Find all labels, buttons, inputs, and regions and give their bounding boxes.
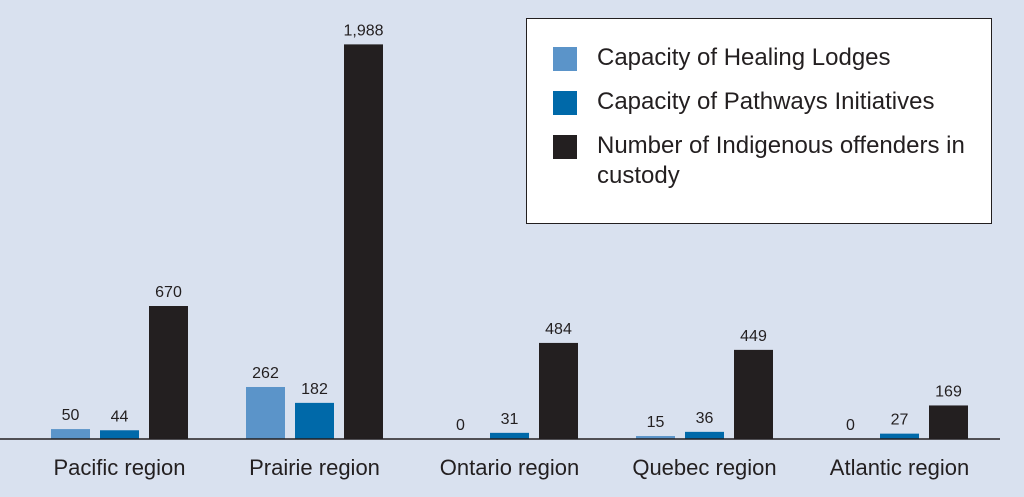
legend: Capacity of Healing Lodges Capacity of P…	[526, 18, 992, 224]
data-label-pacific-region-number-of-indigenous-offenders-in-custody: 670	[155, 284, 182, 301]
bar-atlantic-region-number-of-indigenous-offenders-in-custody	[929, 405, 968, 439]
x-tick-label-pacific-region: Pacific region	[53, 455, 185, 480]
data-label-pacific-region-capacity-of-pathways-initiatives: 44	[111, 408, 129, 425]
data-label-ontario-region-capacity-of-healing-lodges: 0	[456, 417, 465, 434]
data-label-atlantic-region-capacity-of-pathways-initiatives: 27	[891, 412, 909, 429]
bar-ontario-region-capacity-of-pathways-initiatives	[490, 432, 529, 439]
data-label-quebec-region-capacity-of-pathways-initiatives: 36	[696, 410, 714, 427]
bar-prairie-region-capacity-of-pathways-initiatives	[295, 402, 334, 439]
data-label-prairie-region-capacity-of-pathways-initiatives: 182	[301, 381, 328, 398]
bar-quebec-region-capacity-of-pathways-initiatives	[685, 431, 724, 439]
bar-prairie-region-number-of-indigenous-offenders-in-custody	[344, 44, 383, 440]
bar-quebec-region-number-of-indigenous-offenders-in-custody	[734, 349, 773, 439]
legend-label-indigenous-offenders: Number of Indigenous offenders in custod…	[597, 132, 965, 189]
data-label-prairie-region-number-of-indigenous-offenders-in-custody: 1,988	[343, 22, 383, 39]
bar-prairie-region-capacity-of-healing-lodges	[246, 386, 285, 439]
legend-item-indigenous-offenders: Number of Indigenous offenders in custod…	[553, 131, 991, 191]
bar-pacific-region-capacity-of-pathways-initiatives	[100, 430, 139, 439]
data-label-atlantic-region-number-of-indigenous-offenders-in-custody: 169	[935, 383, 962, 400]
bar-quebec-region-capacity-of-healing-lodges	[636, 436, 675, 439]
legend-item-pathways-initiatives: Capacity of Pathways Initiatives	[553, 87, 991, 117]
x-tick-label-ontario-region: Ontario region	[440, 455, 579, 480]
data-label-ontario-region-capacity-of-pathways-initiatives: 31	[501, 411, 519, 428]
x-tick-label-quebec-region: Quebec region	[632, 455, 776, 480]
legend-label-healing-lodges: Capacity of Healing Lodges	[597, 44, 891, 71]
legend-swatch-indigenous-offenders	[553, 135, 577, 159]
x-tick-label-atlantic-region: Atlantic region	[830, 455, 969, 480]
data-label-pacific-region-capacity-of-healing-lodges: 50	[62, 407, 80, 424]
data-label-prairie-region-capacity-of-healing-lodges: 262	[252, 365, 279, 382]
legend-item-healing-lodges: Capacity of Healing Lodges	[553, 43, 991, 73]
data-label-ontario-region-number-of-indigenous-offenders-in-custody: 484	[545, 321, 572, 338]
bar-pacific-region-capacity-of-healing-lodges	[51, 429, 90, 439]
data-label-quebec-region-number-of-indigenous-offenders-in-custody: 449	[740, 328, 767, 345]
bar-atlantic-region-capacity-of-pathways-initiatives	[880, 433, 919, 439]
bar-pacific-region-number-of-indigenous-offenders-in-custody	[149, 306, 188, 439]
data-label-atlantic-region-capacity-of-healing-lodges: 0	[846, 417, 855, 434]
bar-ontario-region-number-of-indigenous-offenders-in-custody	[539, 342, 578, 439]
legend-label-pathways-initiatives: Capacity of Pathways Initiatives	[597, 88, 935, 115]
x-tick-label-prairie-region: Prairie region	[249, 455, 380, 480]
data-label-quebec-region-capacity-of-healing-lodges: 15	[647, 414, 665, 431]
legend-swatch-pathways-initiatives	[553, 91, 577, 115]
legend-swatch-healing-lodges	[553, 47, 577, 71]
